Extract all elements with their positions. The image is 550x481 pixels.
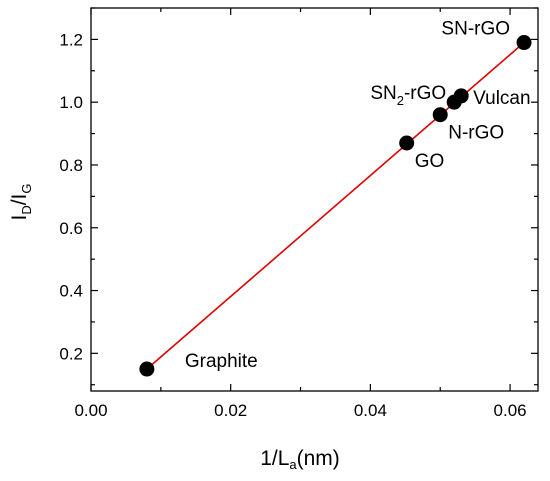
y-tick-label: 0.8 bbox=[59, 156, 83, 175]
point-label: Graphite bbox=[185, 351, 258, 372]
point-label: Vulcan bbox=[473, 88, 530, 109]
x-axis-title: 1/La(nm) bbox=[260, 447, 340, 472]
axis-ticks: 0.00 0.02 0.04 0.06 0.2 0.4 0.6 0.8 1.0 1.2 bbox=[59, 7, 538, 420]
fit-line bbox=[146, 41, 525, 370]
point-label: GO bbox=[415, 151, 445, 172]
x-tick-label: 0.06 bbox=[494, 401, 527, 420]
plot-frame bbox=[90, 7, 539, 392]
data-point bbox=[516, 35, 532, 51]
point-label: N-rGO bbox=[448, 123, 504, 144]
y-tick-label: 1.2 bbox=[59, 30, 83, 49]
point-label: SN-rGO bbox=[441, 19, 510, 40]
x-tick-label: 0.00 bbox=[74, 401, 107, 420]
y-tick-label: 0.6 bbox=[59, 219, 83, 238]
y-tick-label: 1.0 bbox=[59, 93, 83, 112]
point-label: SN2-rGO bbox=[370, 83, 446, 108]
data-point bbox=[432, 107, 448, 123]
x-tick-label: 0.04 bbox=[354, 401, 387, 420]
y-tick-label: 0.4 bbox=[59, 282, 83, 301]
y-axis-title: ID/IG bbox=[8, 183, 34, 220]
data-point bbox=[453, 88, 469, 104]
data-point bbox=[399, 135, 415, 151]
x-tick-label: 0.02 bbox=[214, 401, 247, 420]
y-tick-label: 0.2 bbox=[59, 344, 83, 363]
data-points bbox=[139, 35, 532, 377]
data-point bbox=[139, 361, 155, 377]
